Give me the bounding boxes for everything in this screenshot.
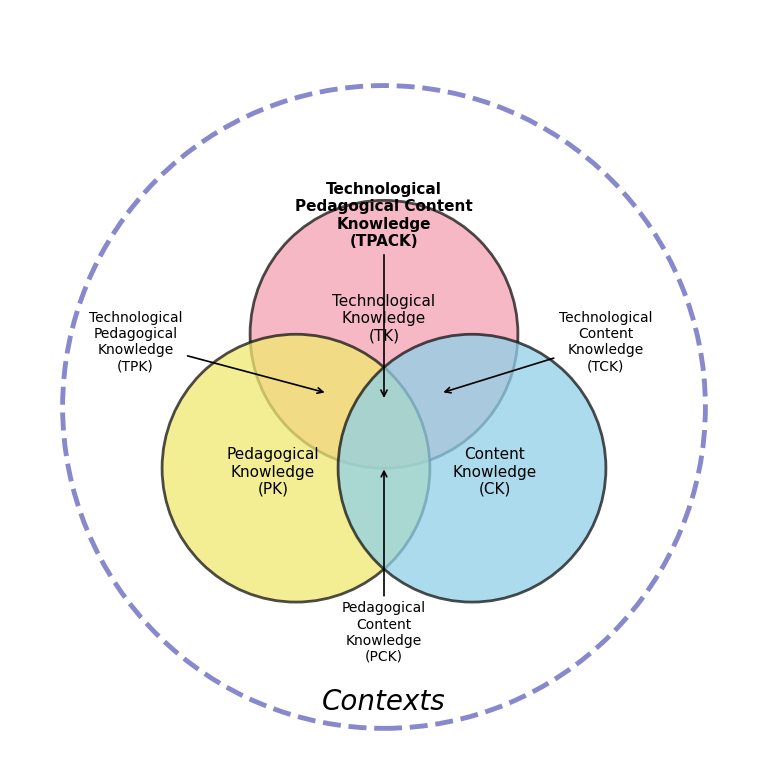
Text: Pedagogical
Knowledge
(PK): Pedagogical Knowledge (PK) [227, 447, 319, 497]
Circle shape [162, 334, 430, 602]
Circle shape [338, 334, 606, 602]
Text: Contexts: Contexts [322, 687, 446, 716]
Text: Pedagogical
Content
Knowledge
(PCK): Pedagogical Content Knowledge (PCK) [342, 472, 426, 664]
Text: Technological
Pedagogical Content
Knowledge
(TPACK): Technological Pedagogical Content Knowle… [295, 182, 473, 396]
Text: Technological
Pedagogical
Knowledge
(TPK): Technological Pedagogical Knowledge (TPK… [88, 310, 323, 393]
Text: Content
Knowledge
(CK): Content Knowledge (CK) [453, 447, 537, 497]
Circle shape [250, 200, 518, 468]
Text: Technological
Knowledge
(TK): Technological Knowledge (TK) [333, 294, 435, 344]
Text: Technological
Content
Knowledge
(TCK): Technological Content Knowledge (TCK) [445, 310, 653, 392]
